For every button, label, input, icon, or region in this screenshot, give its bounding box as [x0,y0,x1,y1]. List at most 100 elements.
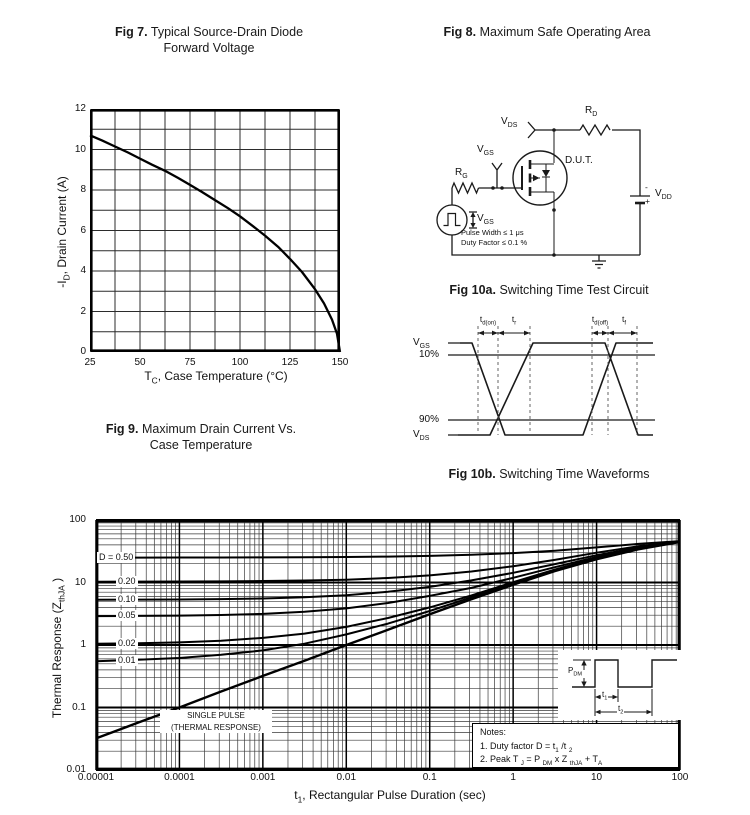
thermal-y-tick: 10 [74,576,86,588]
vds-label: VDS [501,116,518,129]
t2-span [594,689,653,716]
thermal-x-tick: 0.001 [250,772,276,783]
waveform-10pct-label: 10% [419,349,440,360]
single-pulse-annotation: SINGLE PULSE (THERMAL RESPONSE) [160,710,272,734]
fig8-title: Maximum Safe Operating Area [476,25,651,39]
thermal-x-tick: 100 [671,772,689,783]
duty-cycle-curve-label: D = 0.50 [97,551,136,563]
thermal-x-tick: 0.0001 [164,772,195,783]
fig9-x-tick: 75 [184,357,196,368]
waveform-vds-label: VDS [413,429,430,442]
dut-label: D.U.T. [565,155,593,166]
td-on-label: td(on) [479,314,497,327]
vgs-trace [460,342,653,436]
thermal-x-tick: 1 [510,772,516,783]
thermal-x-axis-label: t1, Rectangular Pulse Duration (sec) [294,788,486,805]
fig9-caption-line2: Case Temperature [149,438,253,453]
waveform-traces [458,342,653,436]
notes-title: Notes: [480,727,507,737]
waveform-vgs-label: VGS [413,337,430,350]
fig10a-caption-line1: Fig 10a. Switching Time Test Circuit [388,282,710,298]
fig7-caption-line2: Forward Voltage [163,41,255,56]
waveform-reference-lines [448,342,655,436]
fig9-x-tick: 100 [231,357,249,368]
fig9-y-tick: 4 [80,265,86,276]
fig8-caption: Fig 8. Maximum Safe Operating Area [378,24,716,40]
duty-cycle-curve-label: 0.10 [116,593,138,605]
duty-cycle-curve-label: 0.05 [116,610,138,622]
thermal-x-tick: 0.01 [336,772,357,783]
fig10a-caption: Fig 10a. Switching Time Test Circuit [388,282,710,298]
fig9-y-tick: 6 [80,224,86,236]
thermal-x-tick: 10 [591,772,603,783]
fig7-title: Typical Source-Drain Diode [147,25,304,39]
thermal-y-tick: 100 [69,514,86,525]
vgs-source-label: VGS [477,213,494,226]
fig9-y-tick: 2 [80,305,86,317]
thermal-x-tick: 0.1 [422,772,437,783]
thermal-y-tick: 0.01 [66,764,86,775]
pulse-width-note: Pulse Width ≤ 1 μs [461,228,524,237]
vds-probe-icon [527,121,536,139]
switching-waveforms [448,326,655,436]
fig9-x-tick: 125 [281,357,299,368]
battery-plus-label: + [645,196,650,206]
switching-test-circuit [436,121,650,269]
body-diode-icon [542,170,550,177]
thermal-y-tick: 1 [80,639,86,650]
circuit-wires [451,121,650,269]
timing-arrows [478,330,637,336]
fig8-caption-line1: Fig 8. Maximum Safe Operating Area [378,24,716,40]
fig9-x-axis-label: TC, Case Temperature (°C) [144,369,288,386]
tf-label: tf [621,314,627,327]
note-peak-tj: 2. Peak T J = P DM x Z thJA + TA [480,754,603,767]
mosfet-symbol [512,130,568,255]
single-pulse-line1: SINGLE PULSE [187,711,245,720]
duty-cycle-curve-label: 0.02 [116,637,138,649]
fig10b-caption: Fig 10b. Switching Time Waveforms [388,466,710,482]
vdd-label: VDD [655,188,672,201]
junction-dots [491,128,556,257]
fig10b-caption-line1: Fig 10b. Switching Time Waveforms [388,466,710,482]
fig10a-number: Fig 10a. [449,283,496,297]
t2-label: t2 [617,704,625,716]
duty-factor-note: Duty Factor ≤ 0.1 % [461,238,528,247]
fig9-x-tick: 50 [134,357,146,368]
fig9-y-tick: 8 [80,184,86,195]
vgs-probe-label: VGS [477,144,494,157]
mosfet-body-arrow [533,174,540,182]
notes-box: Notes: 1. Duty factor D = t1 /t 2 2. Pea… [472,723,679,768]
tr-label: tr [511,314,517,327]
single-pulse-line2: (THERMAL RESPONSE) [171,722,261,732]
fig9-y-tick: 0 [80,346,86,357]
fig9-caption-line1: Fig 9. Maximum Drain Current Vs. [40,421,362,437]
pdm-arrows [581,660,587,687]
fig9-chart [89,109,342,353]
fig9-x-tick: 150 [331,357,349,368]
thermal-x-tick: 0.00001 [77,772,115,783]
pulse-source [436,204,468,236]
thermal-y-tick: 0.1 [72,701,86,713]
td-off-label: td(off) [591,314,609,327]
timing-dashed-lines [477,326,638,435]
waveform-90pct-label: 90% [419,414,440,425]
inset-pulse-train [572,659,677,688]
fig10b-title: Switching Time Waveforms [495,467,650,481]
fig9-y-tick: 10 [74,143,86,155]
duty-cycle-curve-label: 0.01 [116,655,138,667]
pulse-glyph [443,212,461,227]
vgs-probe-icon [491,162,503,188]
note-duty-factor: 1. Duty factor D = t1 /t 2 [480,740,573,754]
battery-minus-label: - [645,182,648,192]
fig9-x-tick: 25 [84,357,96,368]
vds-trace [458,342,653,436]
t1-label: t1 [601,690,609,702]
fig9-y-tick: 12 [74,103,86,114]
fig8-number: Fig 8. [443,25,477,39]
fig10b-number: Fig 10b. [448,467,496,481]
fig9-caption: Fig 9. Maximum Drain Current Vs. Case Te… [40,421,362,454]
pdm-label: PDM [567,666,584,678]
fig7-number: Fig 7. [114,25,148,39]
fig7-caption-line1: Fig 7. Typical Source-Drain Diode [48,24,370,40]
